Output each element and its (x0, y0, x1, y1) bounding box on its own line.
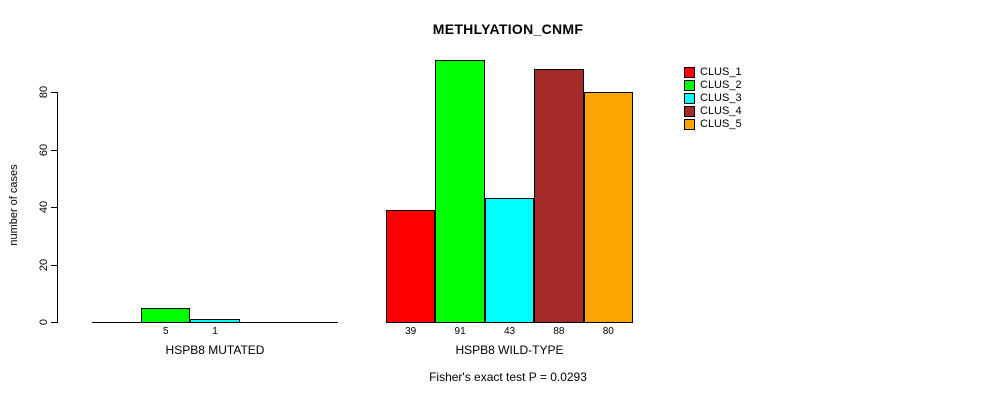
legend-item-label: CLUS_2 (700, 79, 742, 91)
legend-item: CLUS_4 (684, 105, 742, 118)
bar-clus_3 (190, 319, 240, 323)
legend-item: CLUS_1 (684, 66, 742, 79)
y-axis-tick (51, 149, 58, 151)
bar-value-label: 5 (163, 326, 169, 337)
y-axis-tick (51, 92, 58, 93)
chart-title: METHLYATION_CNMF (432, 21, 584, 37)
y-axis-tick-label: 0 (38, 318, 50, 326)
bar-value-label: 1 (212, 326, 218, 337)
annotation-text: Fisher's exact test P = 0.0293 (429, 370, 587, 384)
y-axis-tick-label: 40 (38, 200, 50, 214)
bar-value-label: 80 (602, 326, 614, 337)
legend-item: CLUS_3 (684, 92, 742, 105)
bar-value-label: 88 (553, 326, 565, 337)
y-axis-tick (51, 322, 58, 323)
y-axis-tick-label: 20 (38, 258, 50, 271)
legend-swatch (684, 106, 695, 117)
bar-clus_3 (484, 198, 535, 323)
legend-swatch (684, 119, 695, 130)
legend-item-label: CLUS_1 (700, 66, 742, 78)
legend-item-label: CLUS_5 (700, 118, 742, 130)
bar-clus_5 (583, 92, 633, 323)
bar-clus_2 (141, 307, 191, 323)
legend-swatch (684, 80, 695, 91)
legend-swatch (684, 67, 695, 78)
bar-clus_2 (435, 60, 485, 323)
bar-value-label: 39 (405, 326, 417, 337)
y-axis-tick (51, 207, 58, 208)
y-axis-tick-label: 80 (38, 85, 50, 99)
category-label: HSPB8 WILD-TYPE (455, 343, 564, 357)
bar-value-label: 43 (503, 326, 516, 337)
bar-value-label: 91 (454, 326, 466, 337)
legend-item-label: CLUS_4 (700, 105, 742, 117)
legend: CLUS_1 CLUS_2 CLUS_3 CLUS_4 CLUS_5 (684, 66, 742, 131)
bar-clus_4 (534, 69, 584, 323)
legend-swatch (684, 93, 695, 104)
legend-item: CLUS_5 (684, 118, 742, 131)
y-axis-tick-label: 60 (38, 143, 50, 156)
category-label: HSPB8 MUTATED (165, 343, 265, 357)
y-axis-tick (51, 264, 58, 266)
bar-clus_1 (386, 209, 436, 323)
legend-item: CLUS_2 (684, 79, 742, 92)
y-axis-label: number of cases (8, 164, 20, 246)
legend-item-label: CLUS_3 (700, 92, 742, 104)
